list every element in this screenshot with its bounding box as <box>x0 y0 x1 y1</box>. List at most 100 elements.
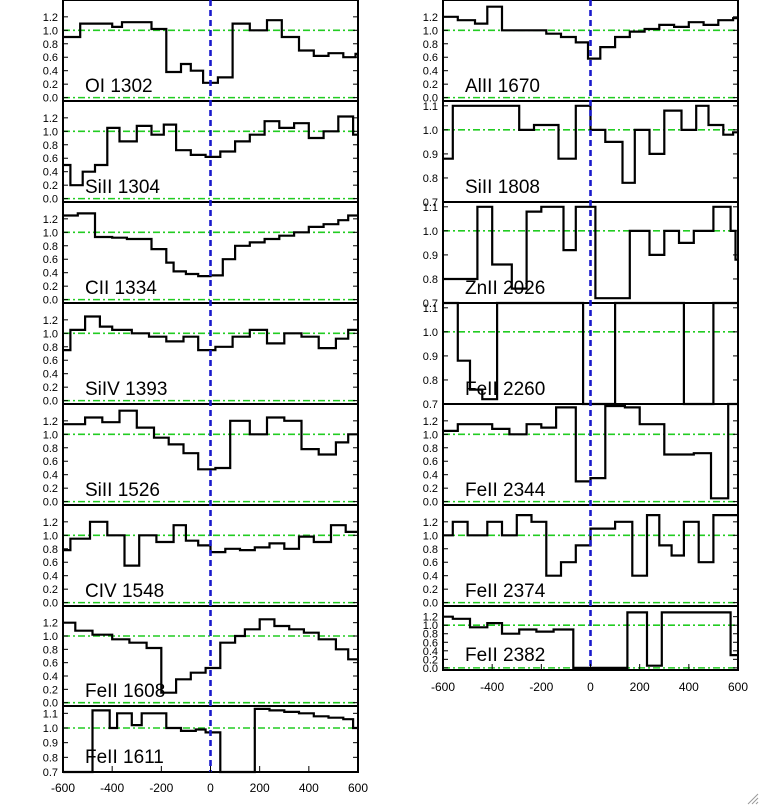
y-tick-label: 0.6 <box>43 153 58 165</box>
y-tick-label: 0.6 <box>423 52 438 64</box>
y-tick-label: 1.2 <box>43 113 58 125</box>
panel-label: FeII 2344 <box>465 480 546 501</box>
flux-profile <box>63 19 358 84</box>
y-tick-label: 1.0 <box>423 530 438 542</box>
y-tick-label: 0.6 <box>423 637 438 649</box>
x-tick-label: 400 <box>299 781 319 795</box>
y-tick-label: 0.0 <box>423 93 438 105</box>
y-tick-label: 0.8 <box>423 629 438 641</box>
x-tick-label: -200 <box>149 781 173 795</box>
y-tick-label: 0.2 <box>43 281 58 293</box>
y-tick-label: 1.0 <box>43 227 58 239</box>
panel-2-1: 0.0 0.20.4 0.60.8 1.01.2 AlII 1670 <box>423 0 739 105</box>
y-tick-label: 0.6 <box>43 557 58 569</box>
y-tick-label: 0.8 <box>43 544 58 556</box>
y-tick-label: 0.8 <box>43 644 58 656</box>
y-tick-label: 1.1 <box>423 202 438 214</box>
panel-label: CII 1334 <box>85 278 157 299</box>
x-tick-label: -200 <box>529 680 553 694</box>
flux-profile <box>63 315 358 352</box>
panel-1-8: 0.7 0.8 0.9 1.0 1.1 FeII 1611 <box>43 705 359 779</box>
panel-label: SiII 1808 <box>465 177 540 198</box>
flux-profile <box>443 611 738 669</box>
y-tick-label: 0.6 <box>423 456 438 468</box>
panel-label: SiII 1304 <box>85 177 160 198</box>
panel-2-3: 0.7 0.8 0.9 1.0 1.1 ZnII 2026 <box>423 201 739 310</box>
y-tick-label: 0.6 <box>43 52 58 64</box>
x-tick-label: 600 <box>728 680 748 694</box>
y-tick-label: 1.2 <box>43 12 58 24</box>
column-1: 0.00.20.40.60.81.01.2OI 13020.00.20.40.6… <box>43 0 368 795</box>
y-tick-label: 0.8 <box>423 274 438 286</box>
y-tick-label: 0.7 <box>423 298 438 310</box>
y-tick-label: 0.2 <box>423 584 438 596</box>
y-tick-label: 0.2 <box>43 382 58 394</box>
panel-2-7: 0.00.20.40.60.81.01.2 FeII 2382 <box>423 605 739 675</box>
panel-2-4: 0.7 0.8 0.9 1.0 1.1 FeII 2260 <box>423 301 739 411</box>
y-tick-label: 0.8 <box>423 443 438 455</box>
panel-1-7: 0.0 0.20.40.6 0.81.01.2 FeII 1608 <box>43 605 359 710</box>
y-tick-label: 1.2 <box>43 315 58 327</box>
y-tick-label: 1.0 <box>423 25 438 37</box>
y-tick-label: 1.2 <box>43 618 58 630</box>
panel-1-2: 0.0 0.20.4 0.60.8 1.01.2 SiII 1304 <box>43 100 359 206</box>
panel-label: FeII 2260 <box>465 379 545 400</box>
y-tick-label: 0.2 <box>423 483 438 495</box>
panel-label: ZnII 2026 <box>465 278 545 299</box>
y-tick-label: 1.1 <box>43 708 58 720</box>
panel-1-1: 0.0 0.20.4 0.60.8 1.01.2 OI 1302 <box>43 0 359 105</box>
x-tick-label: -600 <box>51 781 75 795</box>
y-tick-label: 1.2 <box>423 416 438 428</box>
y-tick-label: 1.2 <box>43 517 58 529</box>
panel-label: FeII 1608 <box>85 681 165 702</box>
x-tick-label: 0 <box>587 680 594 694</box>
y-tick-label: 0.8 <box>43 241 58 253</box>
panel-1-4: 0.0 0.20.4 0.60.8 1.01.2 SiIV 1393 <box>43 302 359 408</box>
y-tick-label: 0.4 <box>43 66 58 78</box>
y-tick-label: 0.9 <box>43 738 58 750</box>
y-tick-label: 0.6 <box>423 557 438 569</box>
y-tick-label: 0.4 <box>43 268 58 280</box>
panel-label: FeII 2382 <box>465 645 545 666</box>
flux-profile <box>63 115 358 187</box>
y-tick-label: 0.8 <box>423 173 438 185</box>
y-tick-label: 0.2 <box>43 684 58 696</box>
y-tick-label: 0.7 <box>423 197 438 209</box>
panel-label: FeII 1611 <box>85 747 164 768</box>
y-tick-label: 0.0 <box>43 295 58 307</box>
flux-profile <box>63 618 358 694</box>
y-tick-label: 1.0 <box>43 723 58 735</box>
panel-1-5: 0.0 0.20.4 0.60.8 1.01.2 SiII 1526 <box>43 403 359 509</box>
y-tick-label: 0.8 <box>423 544 438 556</box>
y-tick-label: 0.2 <box>43 584 58 596</box>
y-tick-label: 1.0 <box>423 327 438 339</box>
y-tick-label: 0.2 <box>423 79 438 91</box>
y-tick-label: 1.0 <box>43 25 58 37</box>
y-tick-label: 0.8 <box>423 375 438 387</box>
flux-profile <box>63 520 358 567</box>
flux-profile <box>443 514 738 577</box>
y-tick-label: 0.4 <box>423 571 438 583</box>
panel-2-5: 0.0 0.20.4 0.60.8 1.01.2 FeII 2344 <box>423 402 739 509</box>
panel-label: FeII 2374 <box>465 581 546 602</box>
x-tick-label: 0 <box>207 781 214 795</box>
y-tick-label: 0.8 <box>43 342 58 354</box>
y-tick-label: 1.2 <box>423 612 438 624</box>
y-tick-label: 1.0 <box>423 620 438 632</box>
y-tick-label: 0.4 <box>43 167 58 179</box>
y-tick-label: 0.8 <box>43 752 58 764</box>
y-tick-label: 0.0 <box>43 698 58 710</box>
y-tick-label: 0.4 <box>43 671 58 683</box>
y-tick-label: 1.1 <box>423 303 438 315</box>
y-tick-label: 1.0 <box>423 226 438 238</box>
resize-grip-icon <box>747 793 759 805</box>
y-tick-label: 1.0 <box>43 126 58 138</box>
flux-profile <box>443 205 738 300</box>
y-tick-label: 0.0 <box>423 497 438 509</box>
panel-label: OI 1302 <box>85 76 153 97</box>
panel-label: SiIV 1393 <box>85 379 167 400</box>
y-tick-label: 0.7 <box>43 767 58 779</box>
y-tick-label: 0.4 <box>423 66 438 78</box>
y-tick-label: 0.0 <box>423 663 438 675</box>
